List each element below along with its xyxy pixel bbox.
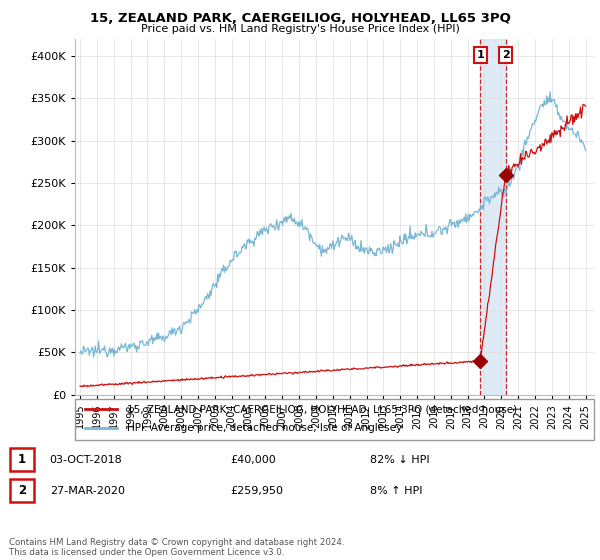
Text: 27-MAR-2020: 27-MAR-2020 — [50, 486, 125, 496]
Bar — [10, 449, 34, 471]
Text: 82% ↓ HPI: 82% ↓ HPI — [370, 455, 430, 465]
Text: 1: 1 — [18, 453, 26, 466]
Text: 2: 2 — [18, 484, 26, 497]
Text: 2: 2 — [502, 50, 509, 60]
Bar — [480, 39, 506, 395]
Text: 8% ↑ HPI: 8% ↑ HPI — [370, 486, 422, 496]
Text: HPI: Average price, detached house, Isle of Anglesey: HPI: Average price, detached house, Isle… — [127, 423, 402, 433]
Text: 15, ZEALAND PARK, CAERGEILIOG, HOLYHEAD, LL65 3PQ (detached house): 15, ZEALAND PARK, CAERGEILIOG, HOLYHEAD,… — [127, 404, 517, 414]
Text: Contains HM Land Registry data © Crown copyright and database right 2024.
This d: Contains HM Land Registry data © Crown c… — [9, 538, 344, 557]
Text: Price paid vs. HM Land Registry's House Price Index (HPI): Price paid vs. HM Land Registry's House … — [140, 24, 460, 34]
Text: £259,950: £259,950 — [230, 486, 283, 496]
Text: £40,000: £40,000 — [230, 455, 276, 465]
Text: 15, ZEALAND PARK, CAERGEILIOG, HOLYHEAD, LL65 3PQ: 15, ZEALAND PARK, CAERGEILIOG, HOLYHEAD,… — [89, 12, 511, 25]
Text: 03-OCT-2018: 03-OCT-2018 — [50, 455, 122, 465]
Text: 1: 1 — [476, 50, 484, 60]
Bar — [10, 479, 34, 502]
